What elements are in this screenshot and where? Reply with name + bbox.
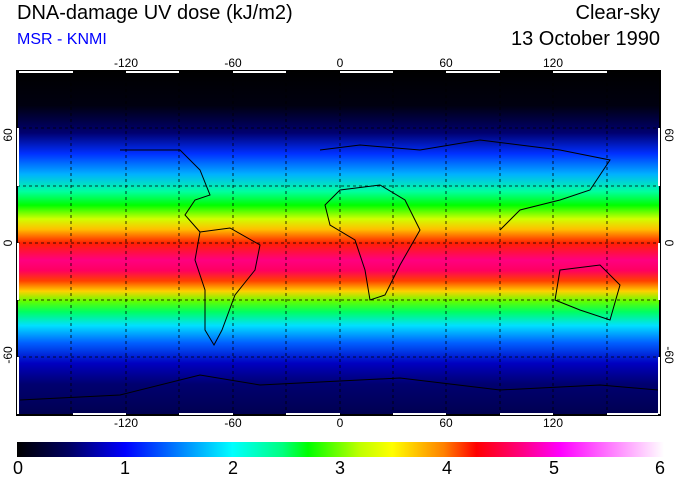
colorbar-label: 0	[12, 458, 24, 478]
date-label: 13 October 1990	[511, 28, 660, 50]
lat-label-right: 60	[662, 128, 676, 142]
sky-mode-label: Clear-sky	[575, 2, 660, 24]
lon-label-bottom: 0	[336, 416, 344, 430]
colorbar-label: 5	[548, 458, 560, 478]
uv-dose-map	[16, 70, 661, 416]
colorbar-label: 2	[227, 458, 239, 478]
lon-label-bottom: 120	[542, 416, 564, 430]
lon-label-top: -60	[224, 56, 242, 70]
lon-label-top: -120	[113, 56, 139, 70]
lat-label-right: -60	[662, 346, 676, 364]
colorbar-label: 1	[119, 458, 131, 478]
map-frame	[16, 70, 661, 416]
lat-label-right: 0	[662, 239, 676, 247]
lat-label-left: -60	[1, 346, 15, 364]
lat-label-left: 0	[1, 239, 15, 247]
source-label: MSR - KNMI	[17, 31, 107, 48]
lon-label-bottom: 60	[439, 416, 453, 430]
colorbar	[17, 442, 664, 457]
lon-label-bottom: -120	[113, 416, 139, 430]
colorbar-label: 4	[441, 458, 453, 478]
colorbar-label: 3	[334, 458, 346, 478]
graticule	[17, 71, 660, 415]
colorbar-label: 6	[654, 458, 666, 478]
lon-label-top: 0	[336, 56, 344, 70]
lon-label-top: 120	[542, 56, 564, 70]
lon-label-bottom: -60	[224, 416, 242, 430]
lat-label-left: 60	[1, 128, 15, 142]
coastlines	[19, 139, 659, 401]
map-title: DNA-damage UV dose (kJ/m2)	[17, 2, 293, 24]
lon-label-top: 60	[439, 56, 453, 70]
